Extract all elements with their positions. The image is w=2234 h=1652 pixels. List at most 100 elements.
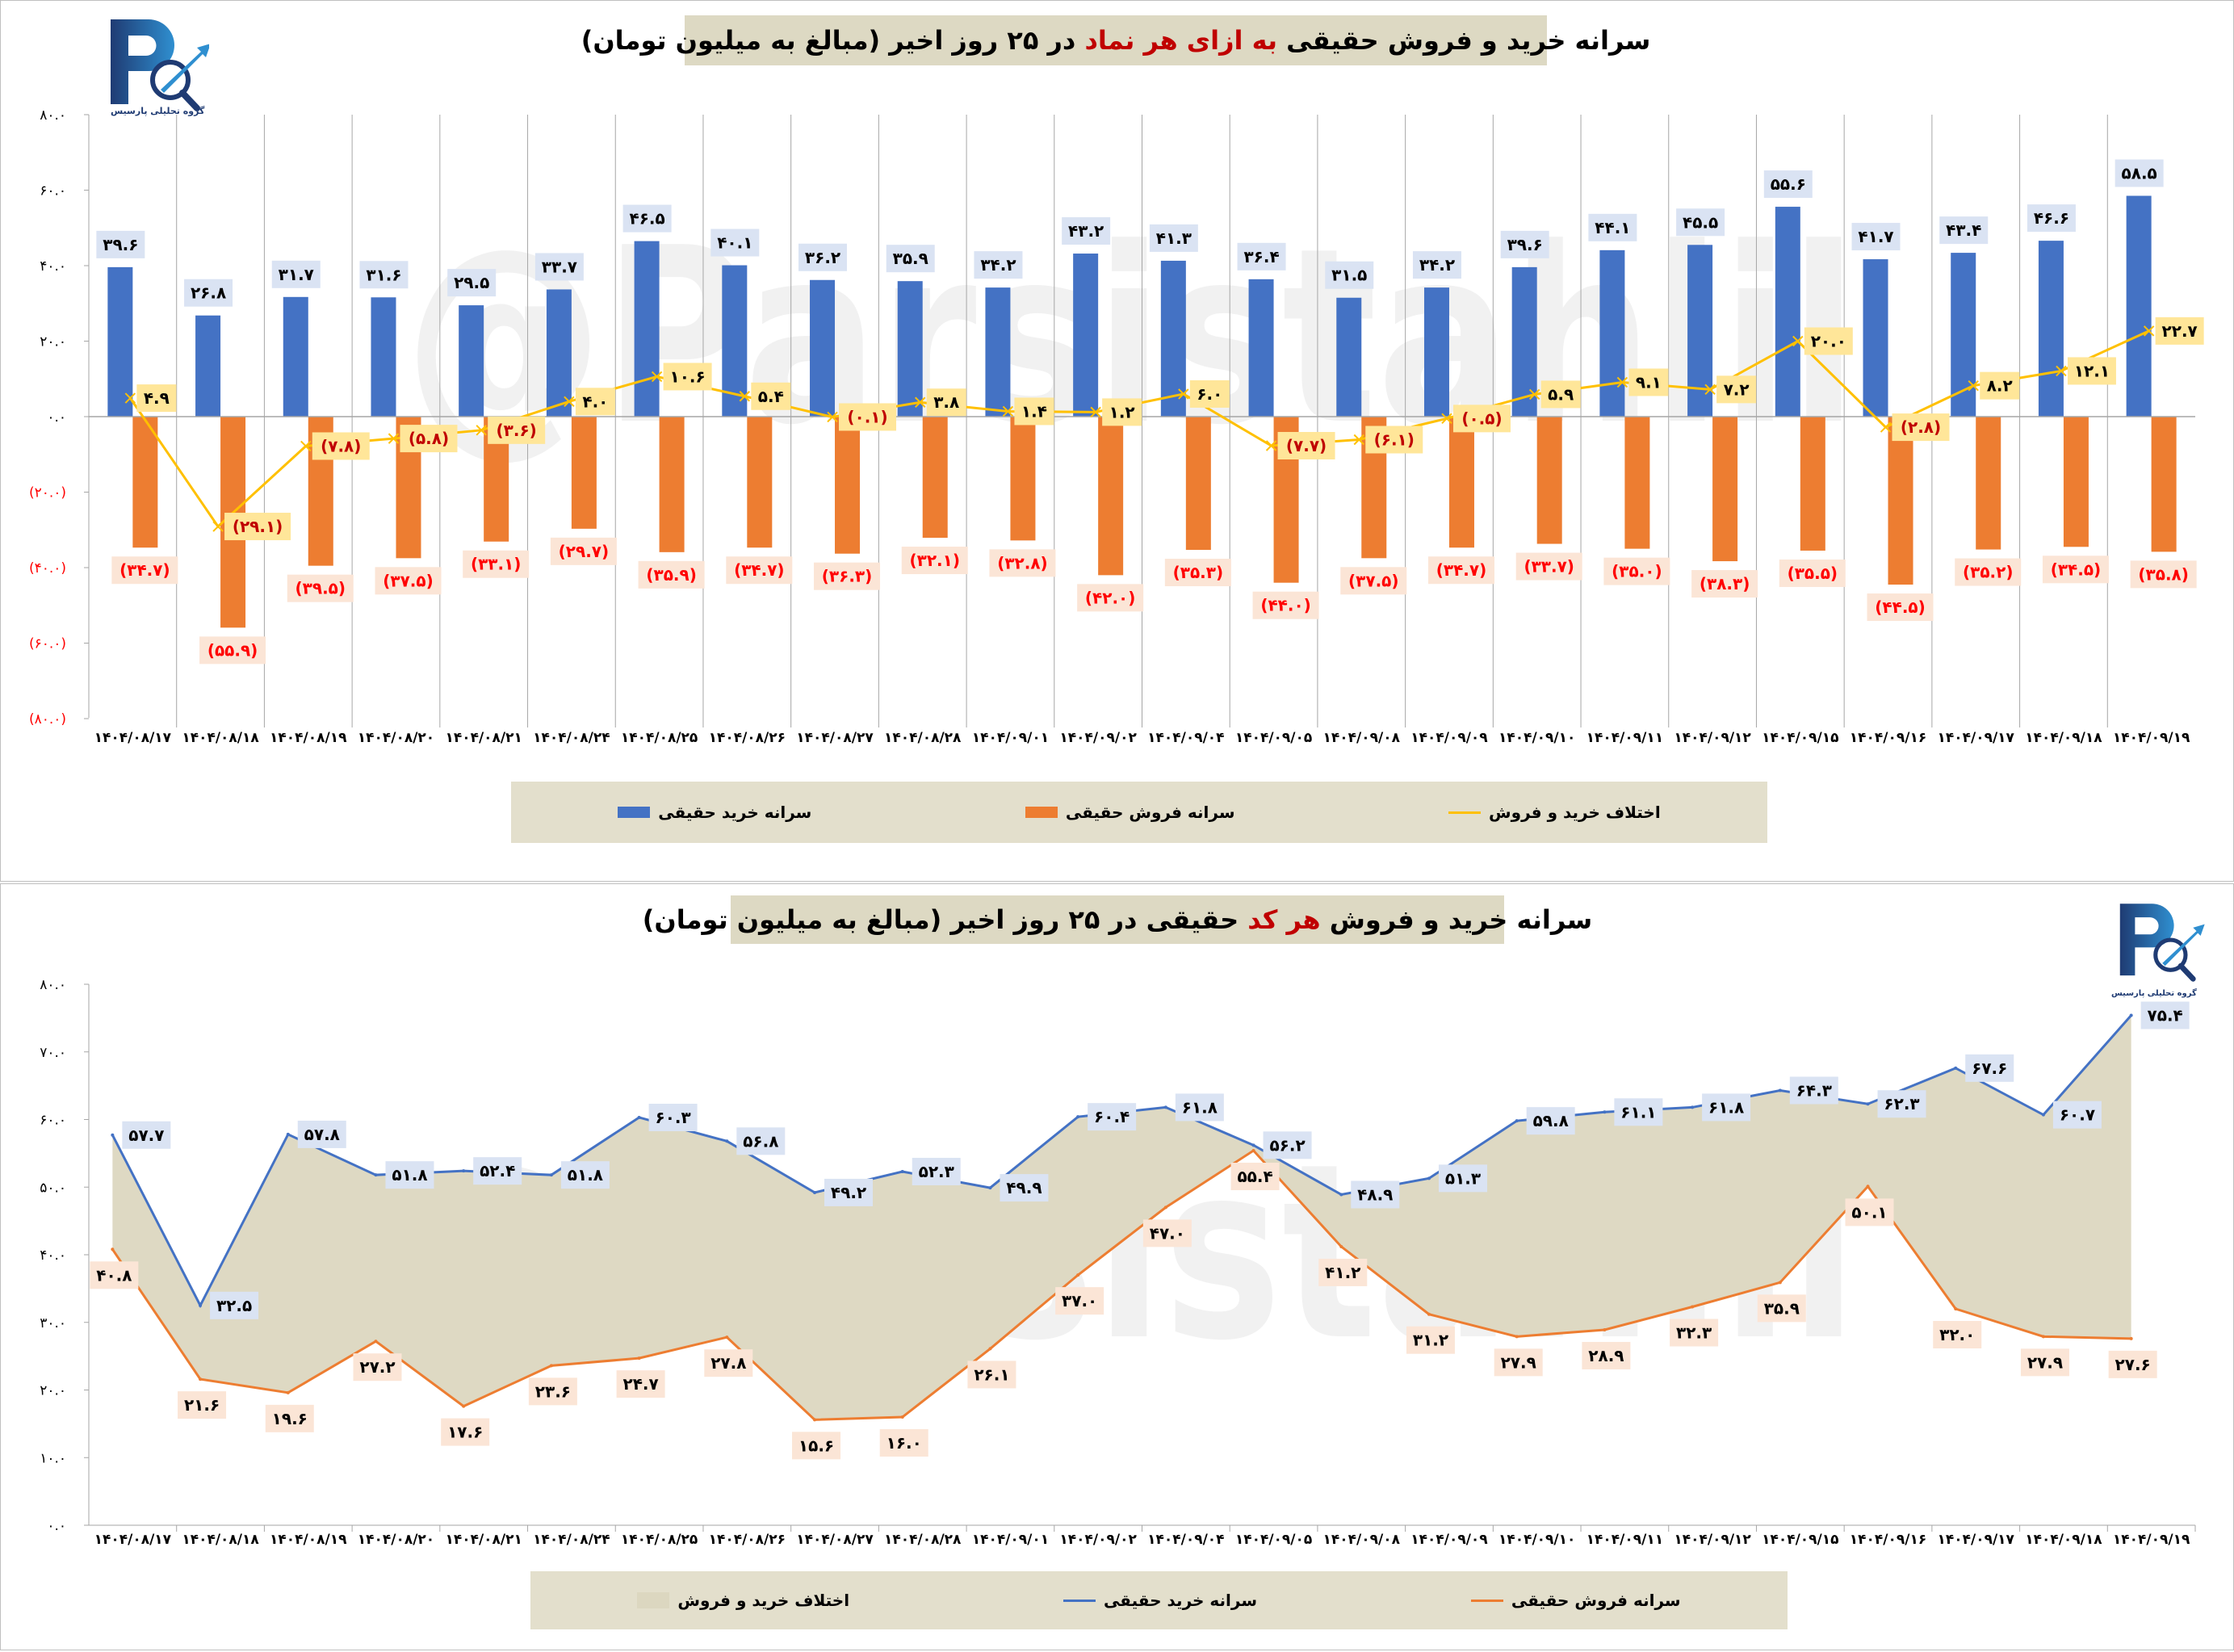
sell-data-label-box <box>375 567 442 595</box>
diff-marker <box>1265 440 1277 451</box>
x-tick-label: ۱۴۰۴/۰۸/۱۹ <box>270 1532 347 1548</box>
diff-data-label-box <box>1452 405 1511 433</box>
diff-data-label: (۲.۸) <box>1901 417 1941 437</box>
buy-bar <box>634 241 660 417</box>
buy-data-label-box <box>1000 1174 1049 1202</box>
sell-bar <box>2151 417 2177 552</box>
buy-point <box>199 1303 203 1307</box>
sell-point <box>988 1347 992 1351</box>
sell-point <box>1954 1307 1958 1310</box>
sell-bar <box>1536 417 1562 544</box>
sell-line <box>111 1149 2131 1421</box>
title-highlight: به ازای هر نماد <box>1084 25 1278 56</box>
diff-data-label: (۷.۸) <box>321 436 361 455</box>
legend-label: سرانه فروش حقیقی <box>1065 803 1235 822</box>
sell-data-label: ۱۷.۶ <box>447 1423 483 1442</box>
diff-marker <box>1968 379 1979 392</box>
sell-data-label: ۴۰.۸ <box>96 1265 132 1285</box>
diff-data-label-box <box>839 403 897 431</box>
diff-marker <box>212 521 224 532</box>
x-tick-label: ۱۴۰۴/۰۹/۱۱ <box>1586 730 1663 746</box>
buy-point <box>1427 1176 1431 1180</box>
buy-data-label: ۵۷.۷ <box>128 1126 164 1145</box>
buy-data-label-box <box>385 1161 434 1189</box>
diff-data-label: (۳.۶) <box>497 421 537 440</box>
sell-data-label-box <box>989 549 1056 577</box>
buy-data-label-box <box>912 1157 961 1185</box>
buy-data-label: ۵۹.۸ <box>1533 1111 1569 1130</box>
sell-bar <box>132 417 158 548</box>
sell-data-label: ۳۷.۰ <box>1062 1291 1097 1310</box>
x-tick-label: ۱۴۰۴/۰۸/۱۷ <box>94 1532 172 1548</box>
x-tick-label: ۱۴۰۴/۰۹/۰۱ <box>972 730 1049 746</box>
sell-bar <box>571 417 597 529</box>
buy-data-label-box <box>1939 216 1989 245</box>
buy-data-label: ۳۴.۲ <box>1419 255 1455 275</box>
buy-bar <box>371 297 396 417</box>
sell-data-label-box <box>1515 552 1582 581</box>
sell-bar <box>922 417 948 539</box>
sell-bar <box>1624 417 1650 549</box>
sell-data-label: ۲۸.۹ <box>1588 1346 1624 1365</box>
buy-data-label: ۴۵.۵ <box>1683 212 1718 232</box>
logo-text: گروه تحلیلی پارسیس <box>2111 989 2197 998</box>
x-tick-label: ۱۴۰۴/۰۹/۰۵ <box>1235 730 1312 746</box>
buy-data-label: ۶۲.۳ <box>1884 1094 1919 1113</box>
buy-data-label-box <box>1175 1093 1224 1122</box>
diff-data-label-box <box>400 425 458 453</box>
buy-data-label-box <box>710 229 760 257</box>
diff-data-label: ۲۰.۰ <box>1811 332 1846 351</box>
legend-swatch <box>1025 807 1058 818</box>
diff-data-label: (۲۹.۱) <box>233 517 283 536</box>
buy-data-label: ۳۱.۵ <box>1331 266 1367 285</box>
sell-bar <box>1185 417 1211 551</box>
sell-data-label-box <box>1603 557 1670 585</box>
sell-data-label-box <box>441 1418 490 1446</box>
buy-point <box>988 1186 992 1190</box>
x-tick-label: ۱۴۰۴/۰۹/۰۴ <box>1147 1532 1224 1548</box>
sell-data-label: (۳۴.۷) <box>119 560 170 580</box>
diff-data-label: ۸.۲ <box>1987 376 2013 396</box>
legend-item-diff: اختلاف خرید و فروش <box>637 1591 849 1610</box>
x-tick-label: ۱۴۰۴/۰۹/۰۱ <box>972 1532 1049 1548</box>
y-tick-label: ۵۰.۰ <box>40 1180 66 1196</box>
buy-data-label: ۵۱.۸ <box>392 1165 427 1184</box>
sell-point <box>1076 1273 1080 1277</box>
sell-data-label: (۴۲.۰) <box>1085 588 1136 607</box>
sell-data-label: ۲۷.۹ <box>1501 1352 1536 1372</box>
y-tick-label: ۳۰.۰ <box>40 1315 66 1331</box>
parsis-logo: گروه تحلیلی پارسیس <box>2106 900 2211 998</box>
logo-text: گروه تحلیلی پارسیس <box>111 106 205 116</box>
buy-data-label: ۴۶.۶ <box>2034 208 2069 228</box>
sell-point <box>462 1404 466 1408</box>
buy-data-label-box <box>473 1157 522 1185</box>
buy-bar <box>1863 259 1888 417</box>
sell-data-label-box <box>616 1370 665 1398</box>
sell-bar <box>747 417 773 548</box>
sell-data-label-box <box>879 1429 928 1457</box>
buy-point <box>1163 1105 1167 1109</box>
buy-data-label: ۲۶.۸ <box>191 283 226 303</box>
buy-data-label-box <box>1702 1093 1751 1122</box>
buy-data-label-box <box>210 1291 259 1319</box>
buy-data-label: ۴۳.۲ <box>1068 221 1104 241</box>
sell-data-label-box <box>463 550 530 578</box>
legend-line <box>1063 1599 1096 1602</box>
bottom-chart-panel: @Parsistahlil ۸۰.۰ ۷۰.۰ ۶۰.۰ ۵۰.۰ ۴۰.۰ ۳۰.۰ ۲۰.… <box>0 883 2234 1650</box>
buy-point <box>1339 1193 1343 1197</box>
diff-data-label-box <box>663 363 712 391</box>
title-part: سرانه خرید و فروش <box>1329 904 1593 935</box>
diff-data-label-box <box>751 382 791 410</box>
sell-data-label-box <box>1427 556 1494 585</box>
legend-line <box>1470 1599 1503 1602</box>
buy-point <box>462 1169 466 1173</box>
x-tick-label: ۱۴۰۴/۰۸/۲۸ <box>884 730 962 746</box>
y-tick-label: ۴۰.۰ <box>40 258 66 275</box>
x-tick-label: ۱۴۰۴/۰۸/۲۸ <box>884 1532 962 1548</box>
buy-data-label: ۵۱.۸ <box>568 1165 603 1184</box>
diff-marker <box>1792 335 1804 347</box>
buy-data-label: ۳۹.۶ <box>103 235 138 254</box>
x-tick-label: ۱۴۰۴/۰۹/۰۲ <box>1059 730 1137 746</box>
diff-data-label-box <box>1014 397 1054 426</box>
buy-data-label: ۵۶.۸ <box>743 1131 778 1151</box>
